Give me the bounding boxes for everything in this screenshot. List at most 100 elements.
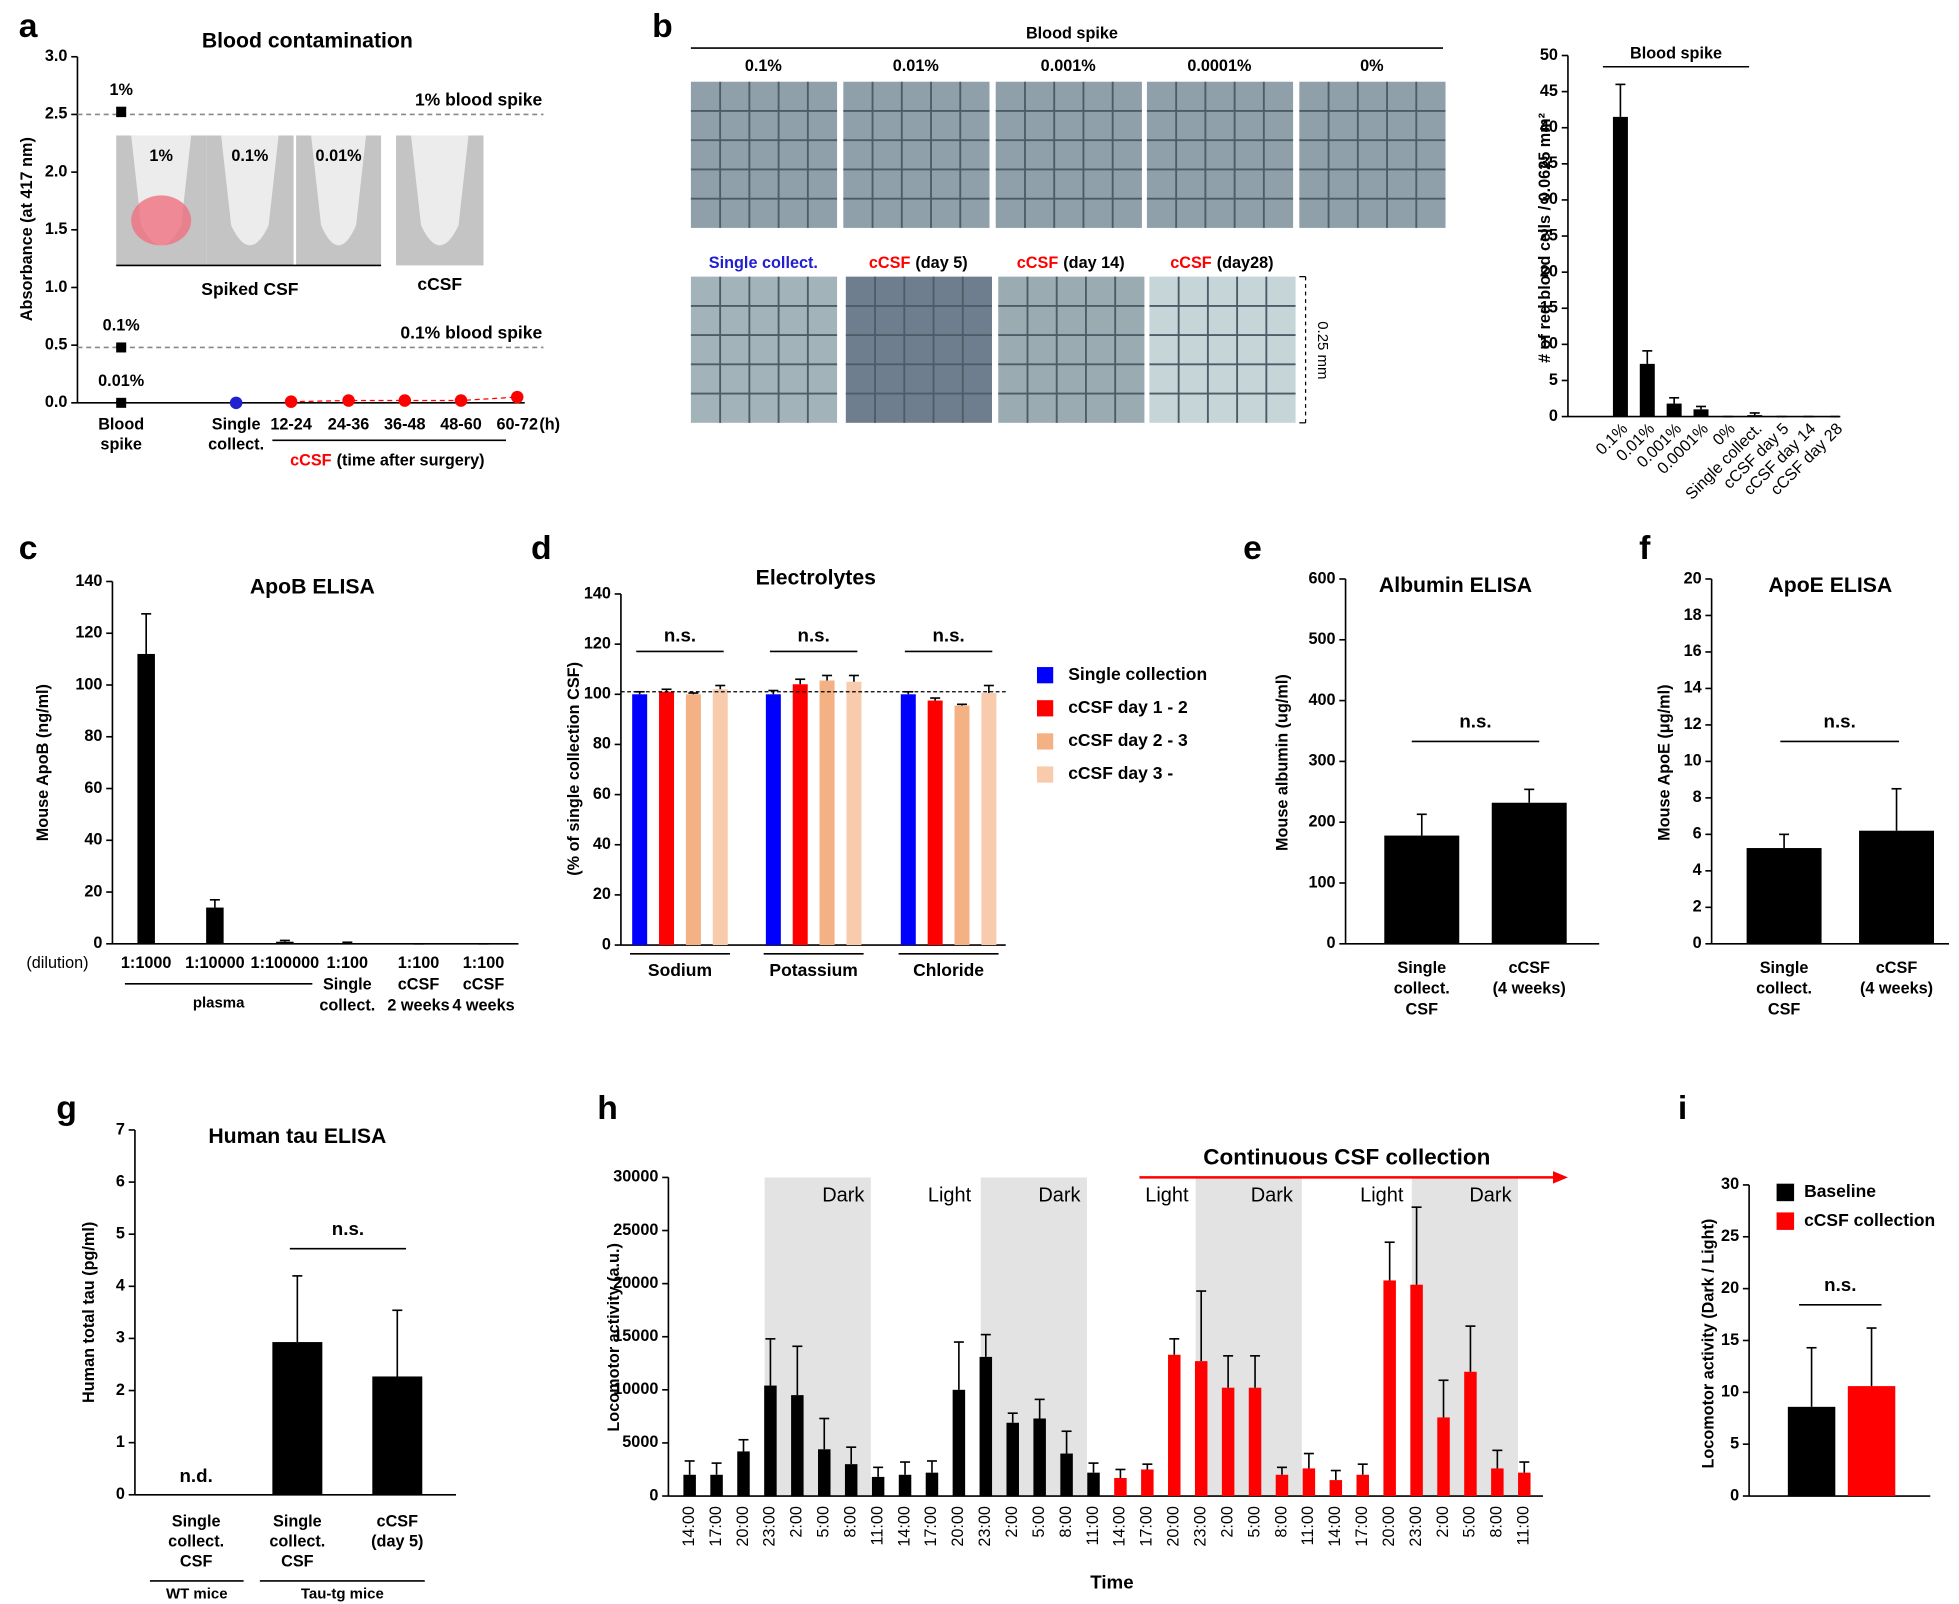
bar: [1033, 1418, 1046, 1497]
inset-label: 0.01%: [316, 147, 362, 165]
y-tick-label: 15: [1721, 1331, 1739, 1349]
reference-label: 1% blood spike: [415, 89, 543, 109]
y-tick-label: 600: [1308, 569, 1335, 587]
inset-group-label: Spiked CSF: [201, 279, 298, 299]
bar: [683, 1474, 696, 1497]
y-tick-label: 5000: [622, 1433, 658, 1451]
bar: [1410, 1284, 1423, 1497]
y-tick-label: 5: [116, 1224, 125, 1242]
y-tick-label: 4: [116, 1277, 125, 1295]
x-tick-label: collect.: [1394, 980, 1450, 998]
x-tick-label: Single: [323, 975, 372, 993]
x-tick-label: 23:00: [976, 1506, 994, 1547]
y-tick-label: 10: [1540, 335, 1558, 353]
inset-label: 1%: [149, 147, 172, 165]
ccsf-point: [398, 394, 412, 407]
y-tick-label: 35: [1540, 154, 1558, 172]
ccsf-point: [284, 395, 298, 408]
y-tick-label: 300: [1308, 752, 1335, 770]
x-tick-label: cCSF: [398, 975, 440, 993]
label: cCSF (time after surgery): [290, 452, 484, 470]
y-tick-label: 0: [1549, 407, 1558, 425]
y-tick-label: 40: [1540, 118, 1558, 136]
y-axis-label: Mouse ApoB (ng/ml): [34, 684, 52, 841]
bar: [791, 1395, 804, 1497]
y-tick-label: 3.0: [45, 47, 68, 65]
point-label: 0.1%: [103, 317, 140, 335]
y-tick-label: 60: [84, 779, 102, 797]
significance-label: n.s.: [332, 1218, 364, 1239]
x-tick-label: 5:00: [1461, 1506, 1479, 1538]
legend-swatch: [1036, 700, 1054, 717]
y-tick-label: 10: [1684, 752, 1702, 770]
y-tick-label: 1.5: [45, 220, 68, 238]
legend-label: cCSF day 2 - 3: [1068, 730, 1188, 750]
y-tick-label: 8: [1693, 788, 1702, 806]
bar: [137, 653, 155, 944]
significance-label: n.s.: [1459, 711, 1491, 732]
period-label: Dark: [1469, 1184, 1512, 1206]
spike-point: [116, 397, 127, 408]
label-part: (day28): [1217, 254, 1274, 272]
bar: [1194, 1361, 1208, 1497]
y-tick-label: 4: [1693, 861, 1702, 879]
legend-swatch: [1036, 733, 1054, 750]
y-tick-label: 15: [1540, 299, 1558, 317]
x-tick-label: cCSF: [377, 1513, 419, 1531]
y-tick-label: 5: [1549, 371, 1558, 389]
y-tick-label: 140: [584, 584, 611, 602]
y-tick-label: 20: [1540, 262, 1558, 280]
x-tick-label: 48-60: [440, 416, 482, 434]
label-part: (time after surgery): [337, 452, 485, 470]
y-tick-label: 400: [1308, 691, 1335, 709]
y-axis-label: Human total tau (pg/ml): [80, 1222, 98, 1403]
bar: [846, 681, 862, 946]
panel-letter: a: [19, 7, 38, 45]
y-tick-label: 10000: [613, 1380, 658, 1398]
significance-label: n.s.: [1824, 1274, 1856, 1295]
x-tick-label: 20:00: [1165, 1506, 1183, 1547]
x-tick-label: 23:00: [761, 1506, 779, 1547]
y-tick-label: 30: [1540, 190, 1558, 208]
x-tick-label: 5:00: [1030, 1506, 1048, 1538]
x-tick-label: 24-36: [328, 416, 370, 434]
label-part: cCSF: [1170, 254, 1212, 272]
ccsf-point: [510, 390, 524, 404]
x-tick-label: collect.: [319, 997, 375, 1015]
x-tick-label: 1:10000: [185, 954, 245, 972]
bar: [1491, 802, 1567, 944]
x-tick-label: 5:00: [1245, 1506, 1263, 1538]
bar: [1384, 835, 1460, 944]
bar: [1639, 363, 1655, 417]
y-axis-label: # of red blood cells / 0.0625 mm²: [1536, 112, 1554, 363]
y-tick-label: 20: [84, 882, 102, 900]
x-tick-label: Single: [1760, 959, 1809, 977]
legend-label: cCSF day 3 -: [1068, 763, 1173, 783]
micrograph: [1299, 81, 1446, 228]
x-tick-label: 17:00: [1353, 1506, 1371, 1547]
dark-period: [1195, 1177, 1302, 1497]
x-tick-label: 1:100: [463, 954, 505, 972]
arrow-label: Continuous CSF collection: [1203, 1145, 1490, 1170]
bar: [1302, 1468, 1316, 1497]
x-tick-label: 17:00: [1138, 1506, 1156, 1547]
spike-point: [116, 342, 127, 353]
bar: [900, 694, 916, 946]
x-tick-label: 8:00: [1057, 1506, 1075, 1538]
bar: [1847, 1386, 1896, 1497]
y-axis-label: Absorbance (at 417 nm): [18, 137, 36, 321]
bar: [1666, 403, 1682, 417]
label-part: cCSF: [290, 452, 332, 470]
period-label: Light: [928, 1184, 972, 1206]
chart-title: Electrolytes: [756, 567, 876, 590]
significance-label: n.s.: [798, 624, 830, 645]
y-tick-label: 200: [1308, 812, 1335, 830]
x-tick-label: 14:00: [1326, 1506, 1344, 1547]
period-label: Dark: [1251, 1184, 1294, 1206]
reference-label: 0.1% blood spike: [400, 322, 542, 342]
x-tick-label: collect.: [208, 436, 264, 454]
y-tick-label: 0: [1730, 1486, 1739, 1504]
y-tick-label: 1: [116, 1433, 125, 1451]
header: Blood spike: [1026, 25, 1118, 43]
